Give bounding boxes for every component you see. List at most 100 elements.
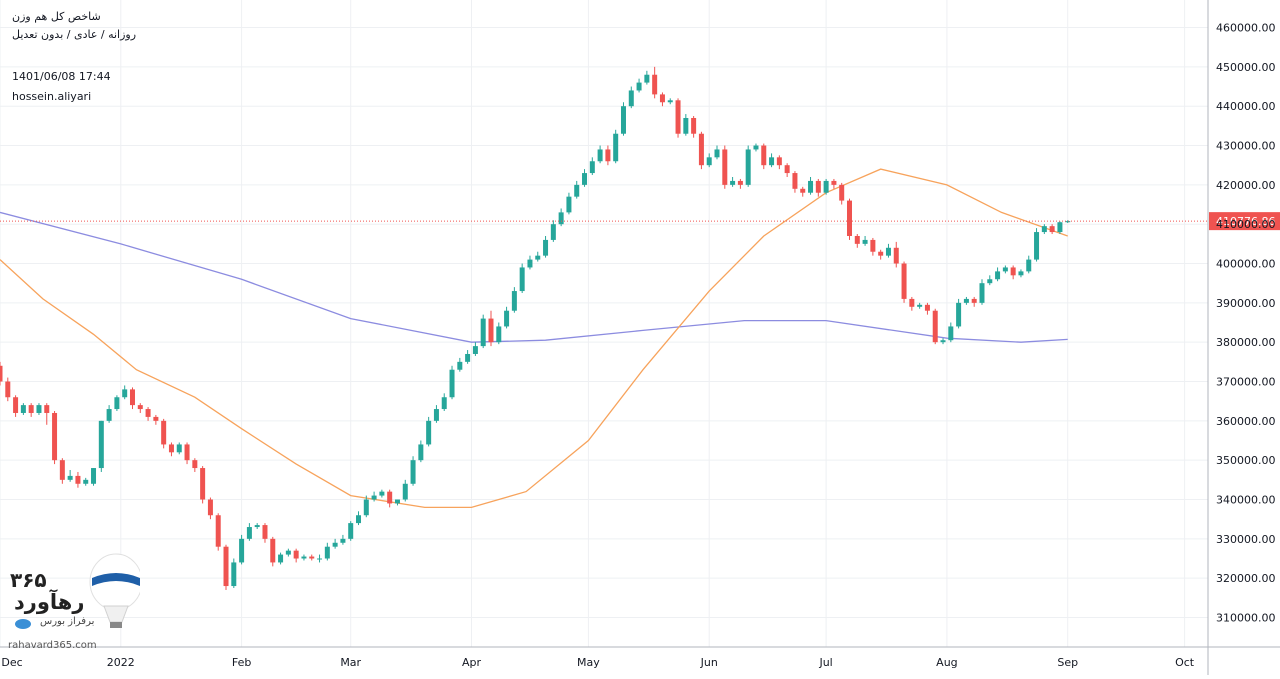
candle [1041, 224, 1047, 235]
candle [168, 442, 174, 457]
candle-body [854, 235, 860, 244]
candle-body [628, 90, 634, 107]
candle [722, 145, 728, 189]
x-tick-label: Dec [1, 656, 22, 669]
y-tick-label: 430000.00 [1216, 140, 1276, 153]
candle-body [722, 149, 728, 185]
candle-body [589, 161, 595, 174]
candle [620, 102, 626, 136]
candle [246, 523, 252, 541]
candle-body [363, 499, 369, 516]
candle [332, 538, 338, 549]
candle [1018, 269, 1024, 278]
candle [870, 237, 876, 256]
candle [846, 198, 852, 240]
candle-body [433, 409, 439, 421]
x-tick-label: Aug [936, 656, 957, 669]
candle-body [98, 420, 104, 469]
ma-long-line [0, 211, 1068, 343]
candle [566, 192, 572, 215]
chart-title: شاخص کل هم وزن [12, 10, 101, 23]
candle [371, 491, 377, 502]
candle [1034, 228, 1040, 262]
candle-body [496, 326, 502, 343]
candle [301, 554, 307, 561]
candle-body [1041, 226, 1047, 233]
candle [223, 544, 229, 590]
candle [761, 143, 767, 170]
candles [0, 66, 1071, 590]
candle-body [566, 196, 572, 213]
candle-body [480, 318, 486, 347]
candle [363, 495, 369, 518]
candle-body [114, 397, 120, 410]
candle [714, 145, 720, 160]
candle [971, 296, 977, 307]
y-tick-label: 450000.00 [1216, 61, 1276, 74]
candle-body [418, 444, 424, 461]
candle-body [839, 184, 845, 201]
y-tick-label: 440000.00 [1216, 100, 1276, 113]
candle-body [846, 200, 852, 236]
candle [161, 418, 167, 449]
candle-body [792, 173, 798, 189]
candle-body [223, 546, 229, 587]
candle [488, 310, 494, 347]
candle-body [168, 444, 174, 453]
candle [737, 178, 743, 189]
candle-body [519, 267, 525, 292]
candle-body [784, 165, 790, 174]
candle [628, 86, 634, 109]
candle-body [402, 483, 408, 500]
candle [597, 145, 603, 164]
footer-url: rahavard365.com [8, 640, 97, 651]
candle [59, 458, 65, 484]
candle [800, 186, 806, 197]
candle-body [340, 538, 346, 543]
candle-body [1018, 271, 1024, 276]
candle [1065, 220, 1071, 224]
candle [730, 176, 736, 187]
candle [106, 405, 112, 423]
x-tick-label: Feb [232, 656, 251, 669]
candle-body [441, 397, 447, 410]
y-tick-label: 410000.00 [1216, 218, 1276, 231]
candle-body [698, 133, 704, 166]
candle [652, 66, 658, 99]
candle [28, 403, 34, 417]
candle-body [59, 460, 65, 480]
y-tick-label: 420000.00 [1216, 179, 1276, 192]
y-tick-label: 310000.00 [1216, 612, 1276, 625]
candle-body [909, 298, 915, 307]
candle-body [20, 405, 26, 413]
y-tick-label: 400000.00 [1216, 258, 1276, 271]
candle-body [1049, 226, 1055, 233]
candle-body [901, 263, 907, 299]
candle-body [44, 405, 50, 413]
candle [862, 235, 868, 246]
candle [932, 308, 938, 345]
candle-body [379, 491, 385, 496]
x-tick-label: Sep [1057, 656, 1078, 669]
candle-body [270, 538, 276, 563]
candle [356, 511, 362, 526]
candle-body [862, 239, 868, 244]
candle-body [176, 444, 182, 453]
y-tick-label: 340000.00 [1216, 494, 1276, 507]
cloud-icon [14, 614, 32, 629]
candle-body [129, 389, 135, 406]
candle [426, 416, 432, 447]
candle-body [387, 491, 393, 504]
x-tick-label: May [577, 656, 600, 669]
candle-body [356, 515, 362, 524]
candle [675, 98, 681, 138]
candle-body [1057, 222, 1063, 233]
candle [885, 243, 891, 258]
x-axis[interactable]: Dec 2022 Feb Mar Apr May Jun Jul Aug Sep Oct [0, 646, 1280, 669]
candle [644, 70, 650, 85]
candle-body [0, 365, 3, 382]
y-axis[interactable]: 310000.00 320000.00 330000.00 340000.00 3500… [1207, 0, 1276, 675]
candle [418, 440, 424, 463]
